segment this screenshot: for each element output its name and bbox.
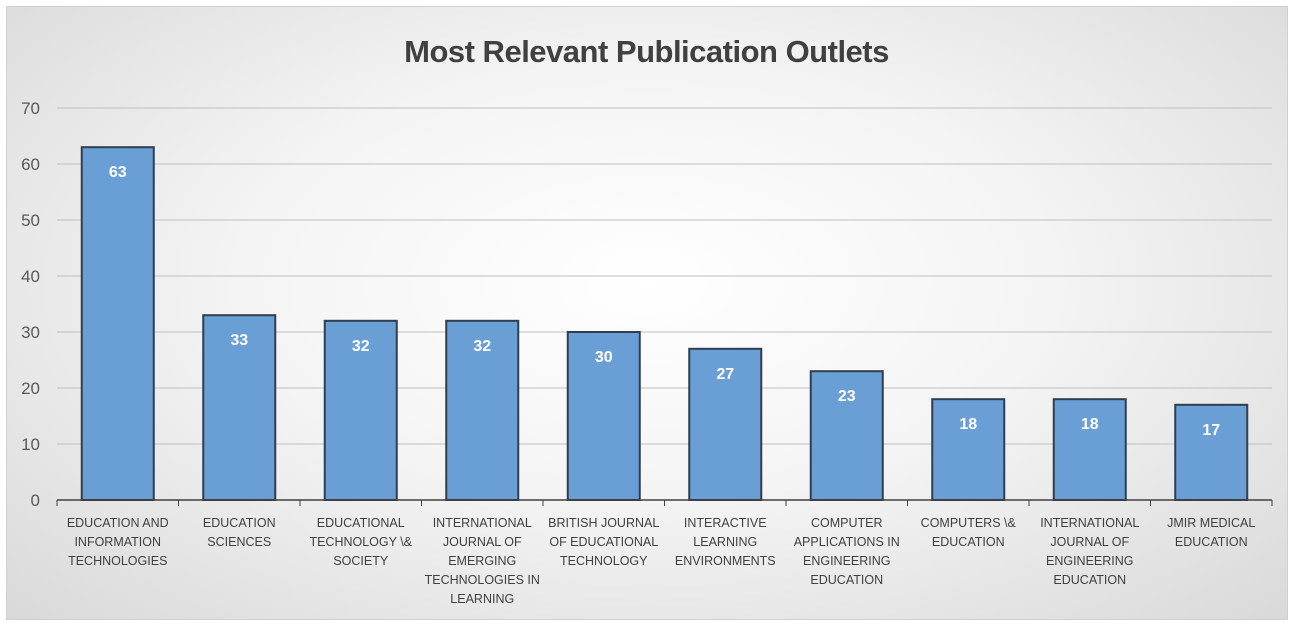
y-tick-label: 70 [21,99,40,118]
x-tick-label: INTERACTIVE LEARNING ENVIRONMENTS [675,516,776,568]
x-tick-label: EDUCATIONAL TECHNOLOGY \& SOCIETY [309,516,412,568]
x-tick-label: INTERNATIONAL JOURNAL OF ENGINEERING EDUCAT… [1040,516,1139,587]
bar [202,314,277,502]
x-tick-label: INTERNATIONAL JOURNAL OF EMERGING TECHNOLOG… [425,516,540,606]
bar [80,146,155,501]
y-tick-label: 10 [21,435,40,454]
bar [1174,403,1249,501]
x-tick-label: COMPUTER APPLICATIONS IN ENGINEERING EDUCAT… [794,516,900,587]
chart-title: Most Relevant Publication Outlets [404,34,889,69]
bar [566,331,641,501]
y-tick-label: 50 [21,211,40,230]
data-label: 63 [109,164,127,181]
x-tick-label: EDUCATION AND INFORMATION TECHNOLOGIES [67,516,169,568]
bar [809,370,884,502]
x-tick-label: EDUCATION SCIENCES [203,516,276,549]
y-tick-label: 20 [21,379,40,398]
bar [931,398,1006,502]
x-tick-label: COMPUTERS \& EDUCATION [921,516,1017,549]
data-label: 27 [716,366,734,383]
y-tick-label: 0 [31,491,40,510]
data-label: 17 [1202,422,1220,439]
data-label: 23 [838,388,856,405]
data-label: 30 [595,349,613,366]
data-label: 32 [352,338,370,355]
x-tick-label: JMIR MEDICAL EDUCATION [1167,516,1255,549]
data-label: 18 [1081,416,1099,433]
bar [445,319,520,501]
data-label: 18 [959,416,977,433]
data-label: 32 [473,338,491,355]
data-label: 33 [230,332,248,349]
bar [688,347,763,501]
bar [1052,398,1127,502]
x-tick-label: BRITISH JOURNAL OF EDUCATIONAL TECHNOLOGY [548,516,659,568]
y-tick-label: 30 [21,323,40,342]
y-tick-label: 60 [21,155,40,174]
y-tick-label: 40 [21,267,40,286]
